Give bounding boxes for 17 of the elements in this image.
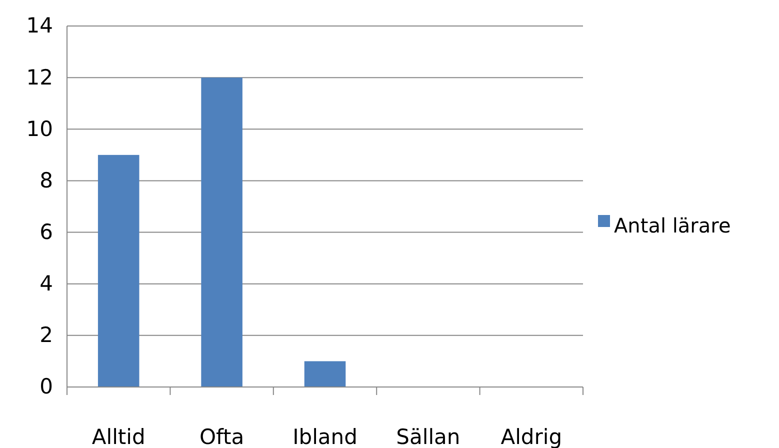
x-tick-label: Alltid bbox=[92, 425, 146, 448]
y-tick-label: 10 bbox=[26, 116, 53, 141]
y-tick-label: 14 bbox=[26, 14, 53, 38]
y-tick-label: 0 bbox=[40, 374, 53, 399]
y-tick-label: 2 bbox=[40, 323, 53, 348]
x-tick-label: Sällan bbox=[396, 425, 460, 448]
y-tick-label: 6 bbox=[40, 220, 53, 244]
y-tick-label: 4 bbox=[40, 272, 53, 296]
x-tick-label: Aldrig bbox=[500, 425, 562, 448]
x-tick-label: Ofta bbox=[199, 425, 244, 448]
y-tick-label: 8 bbox=[40, 168, 53, 192]
legend-label: Antal lärare bbox=[614, 213, 731, 238]
bar bbox=[201, 78, 242, 387]
bar bbox=[304, 361, 346, 387]
bar bbox=[98, 154, 140, 387]
x-tick-label: Ibland bbox=[292, 425, 358, 448]
y-tick-label: 12 bbox=[26, 65, 53, 90]
